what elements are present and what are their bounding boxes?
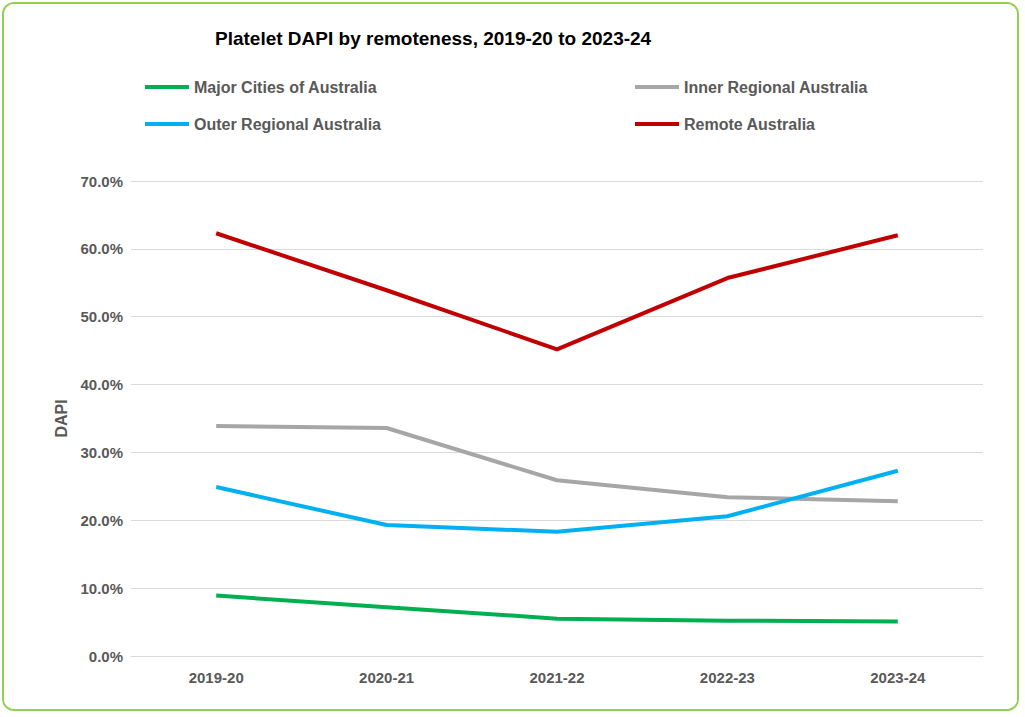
svg-text:2022-23: 2022-23 — [700, 669, 755, 686]
svg-text:50.0%: 50.0% — [80, 308, 123, 325]
svg-text:2023-24: 2023-24 — [870, 669, 926, 686]
svg-text:Major Cities of Australia: Major Cities of Australia — [194, 79, 377, 96]
svg-text:Platelet DAPI by remoteness, 2: Platelet DAPI by remoteness, 2019-20 to … — [215, 28, 652, 49]
svg-text:30.0%: 30.0% — [80, 444, 123, 461]
svg-text:20.0%: 20.0% — [80, 512, 123, 529]
svg-text:2019-20: 2019-20 — [189, 669, 244, 686]
svg-text:10.0%: 10.0% — [80, 580, 123, 597]
svg-text:40.0%: 40.0% — [80, 376, 123, 393]
svg-text:70.0%: 70.0% — [80, 173, 123, 190]
svg-text:60.0%: 60.0% — [80, 240, 123, 257]
svg-text:0.0%: 0.0% — [89, 648, 123, 665]
svg-text:Remote Australia: Remote Australia — [684, 116, 815, 133]
svg-text:DAPI: DAPI — [53, 399, 70, 437]
svg-text:2021-22: 2021-22 — [529, 669, 584, 686]
svg-text:Outer Regional Australia: Outer Regional Australia — [194, 116, 381, 133]
svg-text:Inner Regional Australia: Inner Regional Australia — [684, 79, 868, 96]
svg-text:2020-21: 2020-21 — [359, 669, 414, 686]
